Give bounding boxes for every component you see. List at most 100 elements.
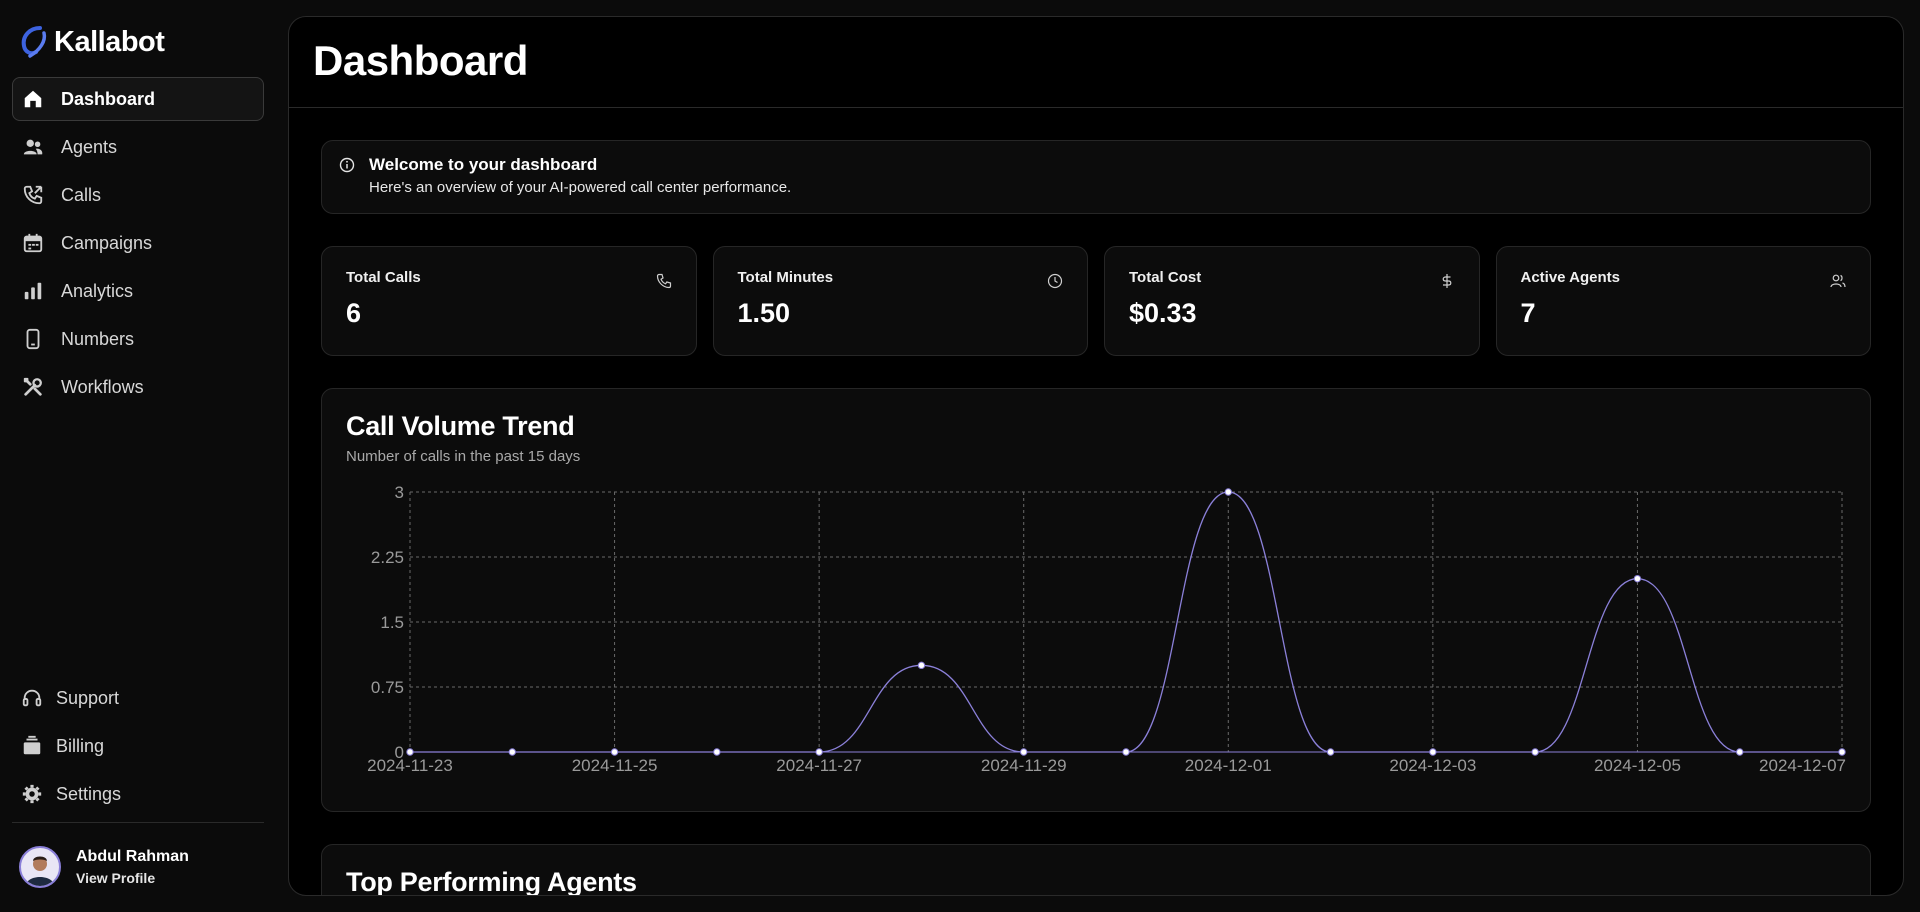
nav-item-agents[interactable]: Agents xyxy=(12,125,264,169)
stat-card-total-cost: Total Cost $0.33 xyxy=(1104,246,1480,356)
nav-label: Analytics xyxy=(61,280,134,301)
y-tick-label: 2.25 xyxy=(371,548,404,567)
stat-label: Total Cost xyxy=(1129,269,1202,286)
brand-name: Kallabot xyxy=(54,25,165,58)
nav-label: Workflows xyxy=(61,376,144,397)
y-tick-label: 1.5 xyxy=(380,613,404,632)
data-point xyxy=(1429,748,1437,756)
nav-label: Calls xyxy=(61,184,102,205)
y-tick-label: 3 xyxy=(395,483,404,502)
nav-item-analytics[interactable]: Analytics xyxy=(12,269,264,313)
clock-icon xyxy=(1047,273,1063,289)
bar-chart-icon xyxy=(22,280,44,302)
stat-value: 6 xyxy=(346,298,362,328)
brand-logo[interactable]: Kallabot xyxy=(18,24,165,60)
headset-icon xyxy=(21,687,43,709)
users-icon xyxy=(1830,274,1846,288)
data-point xyxy=(1020,748,1028,756)
data-point xyxy=(1736,748,1744,756)
logo-swirl-icon xyxy=(21,26,47,58)
stat-value: 1.50 xyxy=(737,298,791,328)
data-point xyxy=(406,748,414,756)
nav-label: Agents xyxy=(61,136,118,157)
home-icon xyxy=(22,88,44,110)
nav-item-settings[interactable]: Settings xyxy=(12,772,264,816)
mobile-icon xyxy=(22,328,44,350)
nav-label: Campaigns xyxy=(61,232,153,253)
data-point xyxy=(1326,748,1335,756)
gear-icon xyxy=(21,783,43,805)
stat-label: Total Calls xyxy=(346,269,421,286)
page-title: Dashboard xyxy=(313,37,528,84)
secondary-nav: Support Billing Settings xyxy=(12,676,264,820)
user-profile[interactable]: Abdul Rahman View Profile xyxy=(19,846,189,888)
chart-title: Call Volume Trend xyxy=(346,411,575,441)
view-profile-link[interactable]: View Profile xyxy=(76,870,156,886)
call-volume-chart: 0 0.75 1.5 2.25 3 2024-11-23 2024-11-25 2024-11… xyxy=(367,483,1846,775)
nav-item-billing[interactable]: Billing xyxy=(12,724,264,768)
nav-item-workflows[interactable]: Workflows xyxy=(12,365,264,409)
main-panel: Dashboard Welcome to your dashboard Here… xyxy=(288,16,1904,896)
nav-item-campaigns[interactable]: Campaigns xyxy=(12,221,264,265)
nav-item-dashboard[interactable]: Dashboard xyxy=(12,77,264,121)
phone-icon xyxy=(656,273,671,289)
avatar[interactable] xyxy=(19,846,61,888)
welcome-subtitle: Here's an overview of your AI-powered ca… xyxy=(369,179,792,196)
calendar-icon xyxy=(22,232,44,254)
nav-label: Dashboard xyxy=(61,88,156,109)
page-header: Dashboard xyxy=(289,17,1903,108)
data-point xyxy=(610,748,619,756)
info-icon xyxy=(339,157,355,173)
stat-label: Active Agents xyxy=(1520,269,1620,286)
stat-value: 7 xyxy=(1520,298,1536,328)
x-tick-label: 2024-11-25 xyxy=(572,756,658,775)
billing-icon xyxy=(21,735,43,757)
x-tick-label: 2024-12-03 xyxy=(1389,756,1476,775)
data-point xyxy=(1122,748,1130,756)
dashboard-content: Welcome to your dashboard Here's an over… xyxy=(289,108,1903,896)
nav-label: Numbers xyxy=(61,328,135,349)
data-point xyxy=(815,748,823,756)
x-tick-label: 2024-11-29 xyxy=(981,756,1067,775)
data-point xyxy=(1633,574,1642,583)
nav-label: Settings xyxy=(56,783,122,804)
nav-item-support[interactable]: Support xyxy=(12,676,264,720)
welcome-title: Welcome to your dashboard xyxy=(369,155,598,174)
call-volume-chart-card: Call Volume Trend Number of calls in the… xyxy=(321,388,1871,812)
stat-value: $0.33 xyxy=(1129,298,1197,328)
stat-card-total-calls: Total Calls 6 xyxy=(321,246,697,356)
y-tick-label: 0 xyxy=(395,743,404,762)
stats-row: Total Calls 6 Total Minutes 1.50 Total C… xyxy=(321,246,1871,356)
x-tick-label: 2024-12-01 xyxy=(1185,756,1272,775)
nav-item-numbers[interactable]: Numbers xyxy=(12,317,264,361)
x-tick-label: 2024-11-23 xyxy=(367,756,453,775)
nav-label: Billing xyxy=(56,735,105,756)
x-tick-label: 2024-12-05 xyxy=(1594,756,1681,775)
profile-name: Abdul Rahman xyxy=(76,848,189,865)
nav-label: Support xyxy=(56,687,120,708)
main-nav: Dashboard Agents Calls Campaigns Analyti… xyxy=(12,77,264,413)
stat-card-active-agents: Active Agents 7 xyxy=(1495,246,1871,356)
data-point xyxy=(1224,488,1232,496)
sidebar-divider xyxy=(12,822,264,823)
data-point xyxy=(1531,748,1539,756)
data-point xyxy=(1838,748,1846,756)
users-icon xyxy=(22,136,44,158)
welcome-banner: Welcome to your dashboard Here's an over… xyxy=(321,140,1871,214)
stat-label: Total Minutes xyxy=(737,269,834,286)
data-point xyxy=(917,661,926,670)
top-agents-title: Top Performing Agents xyxy=(346,867,637,896)
nav-item-calls[interactable]: Calls xyxy=(12,173,264,217)
top-agents-card: Top Performing Agents xyxy=(321,844,1871,896)
data-point xyxy=(713,748,721,756)
series-line xyxy=(409,491,1842,753)
dollar-icon xyxy=(1442,274,1451,288)
y-tick-label: 0.75 xyxy=(371,678,404,697)
chart-subtitle: Number of calls in the past 15 days xyxy=(346,448,581,465)
tools-icon xyxy=(22,376,44,398)
stat-card-total-minutes: Total Minutes 1.50 xyxy=(712,246,1088,356)
data-point xyxy=(508,748,516,756)
x-tick-label: 2024-12-07 xyxy=(1759,756,1846,775)
phone-icon xyxy=(22,184,44,206)
x-tick-label: 2024-11-27 xyxy=(776,756,862,775)
